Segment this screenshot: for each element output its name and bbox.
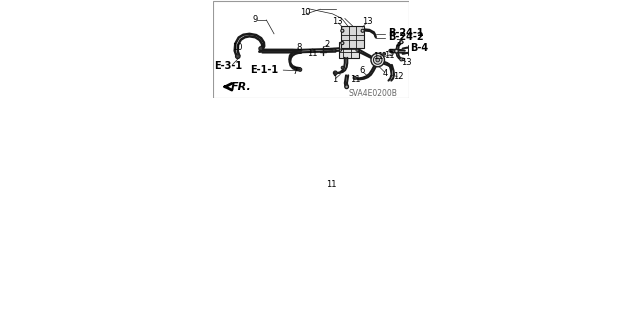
Circle shape: [299, 68, 301, 71]
Circle shape: [402, 58, 404, 61]
Circle shape: [400, 41, 403, 44]
Text: 7: 7: [292, 67, 298, 76]
FancyBboxPatch shape: [339, 42, 358, 58]
Circle shape: [311, 49, 314, 52]
Text: B-24-1: B-24-1: [388, 28, 424, 38]
Circle shape: [395, 49, 398, 53]
Text: FR.: FR.: [230, 82, 251, 92]
Text: 11: 11: [373, 52, 384, 62]
Text: 6: 6: [359, 66, 365, 75]
Circle shape: [361, 29, 364, 32]
Circle shape: [354, 77, 355, 78]
Circle shape: [373, 56, 382, 64]
Text: 13: 13: [362, 17, 372, 26]
Circle shape: [389, 49, 392, 52]
Circle shape: [390, 50, 391, 51]
Text: E-1-1: E-1-1: [250, 65, 278, 75]
FancyBboxPatch shape: [341, 26, 365, 48]
Circle shape: [345, 85, 349, 89]
Text: SVA4E0200B: SVA4E0200B: [348, 89, 397, 98]
Circle shape: [311, 49, 314, 52]
Circle shape: [236, 54, 240, 58]
Text: 2: 2: [324, 40, 330, 49]
Text: 11: 11: [307, 49, 317, 58]
Text: 13: 13: [401, 58, 412, 67]
Text: 11: 11: [326, 180, 336, 189]
Circle shape: [333, 48, 335, 51]
Text: 3: 3: [396, 39, 401, 48]
Text: B-24-2: B-24-2: [388, 32, 424, 42]
Text: 5: 5: [388, 49, 394, 58]
Text: 8: 8: [296, 42, 301, 52]
Circle shape: [341, 41, 344, 45]
Circle shape: [376, 58, 380, 62]
Circle shape: [371, 53, 385, 67]
Text: 4: 4: [383, 69, 388, 78]
Text: 11: 11: [350, 76, 361, 85]
Circle shape: [353, 76, 356, 79]
Circle shape: [312, 50, 313, 51]
Circle shape: [333, 71, 337, 75]
Circle shape: [339, 49, 342, 51]
Circle shape: [237, 55, 239, 57]
Text: 10: 10: [232, 43, 243, 52]
Circle shape: [341, 66, 344, 69]
Text: 12: 12: [393, 72, 404, 81]
Circle shape: [342, 67, 344, 69]
Text: 1: 1: [332, 75, 337, 84]
Circle shape: [300, 69, 301, 70]
Circle shape: [334, 72, 336, 74]
Circle shape: [260, 48, 262, 49]
Text: E-3-1: E-3-1: [214, 62, 243, 71]
Text: 11: 11: [384, 51, 395, 60]
Text: 13: 13: [332, 17, 343, 26]
Text: 9: 9: [252, 15, 258, 24]
Circle shape: [333, 49, 335, 50]
Circle shape: [356, 49, 358, 51]
Circle shape: [341, 29, 344, 32]
Text: B-4: B-4: [410, 43, 428, 53]
Circle shape: [383, 53, 385, 55]
Circle shape: [400, 58, 403, 61]
Circle shape: [259, 47, 262, 50]
Circle shape: [383, 52, 385, 55]
Text: 10: 10: [301, 8, 311, 17]
